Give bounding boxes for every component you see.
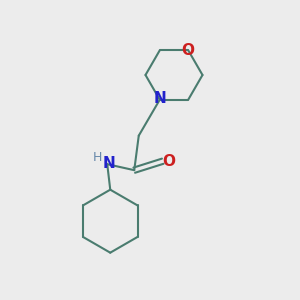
Text: H: H (93, 151, 102, 164)
Text: O: O (182, 43, 195, 58)
Text: N: N (153, 91, 166, 106)
Text: N: N (102, 156, 115, 171)
Text: O: O (162, 154, 175, 169)
